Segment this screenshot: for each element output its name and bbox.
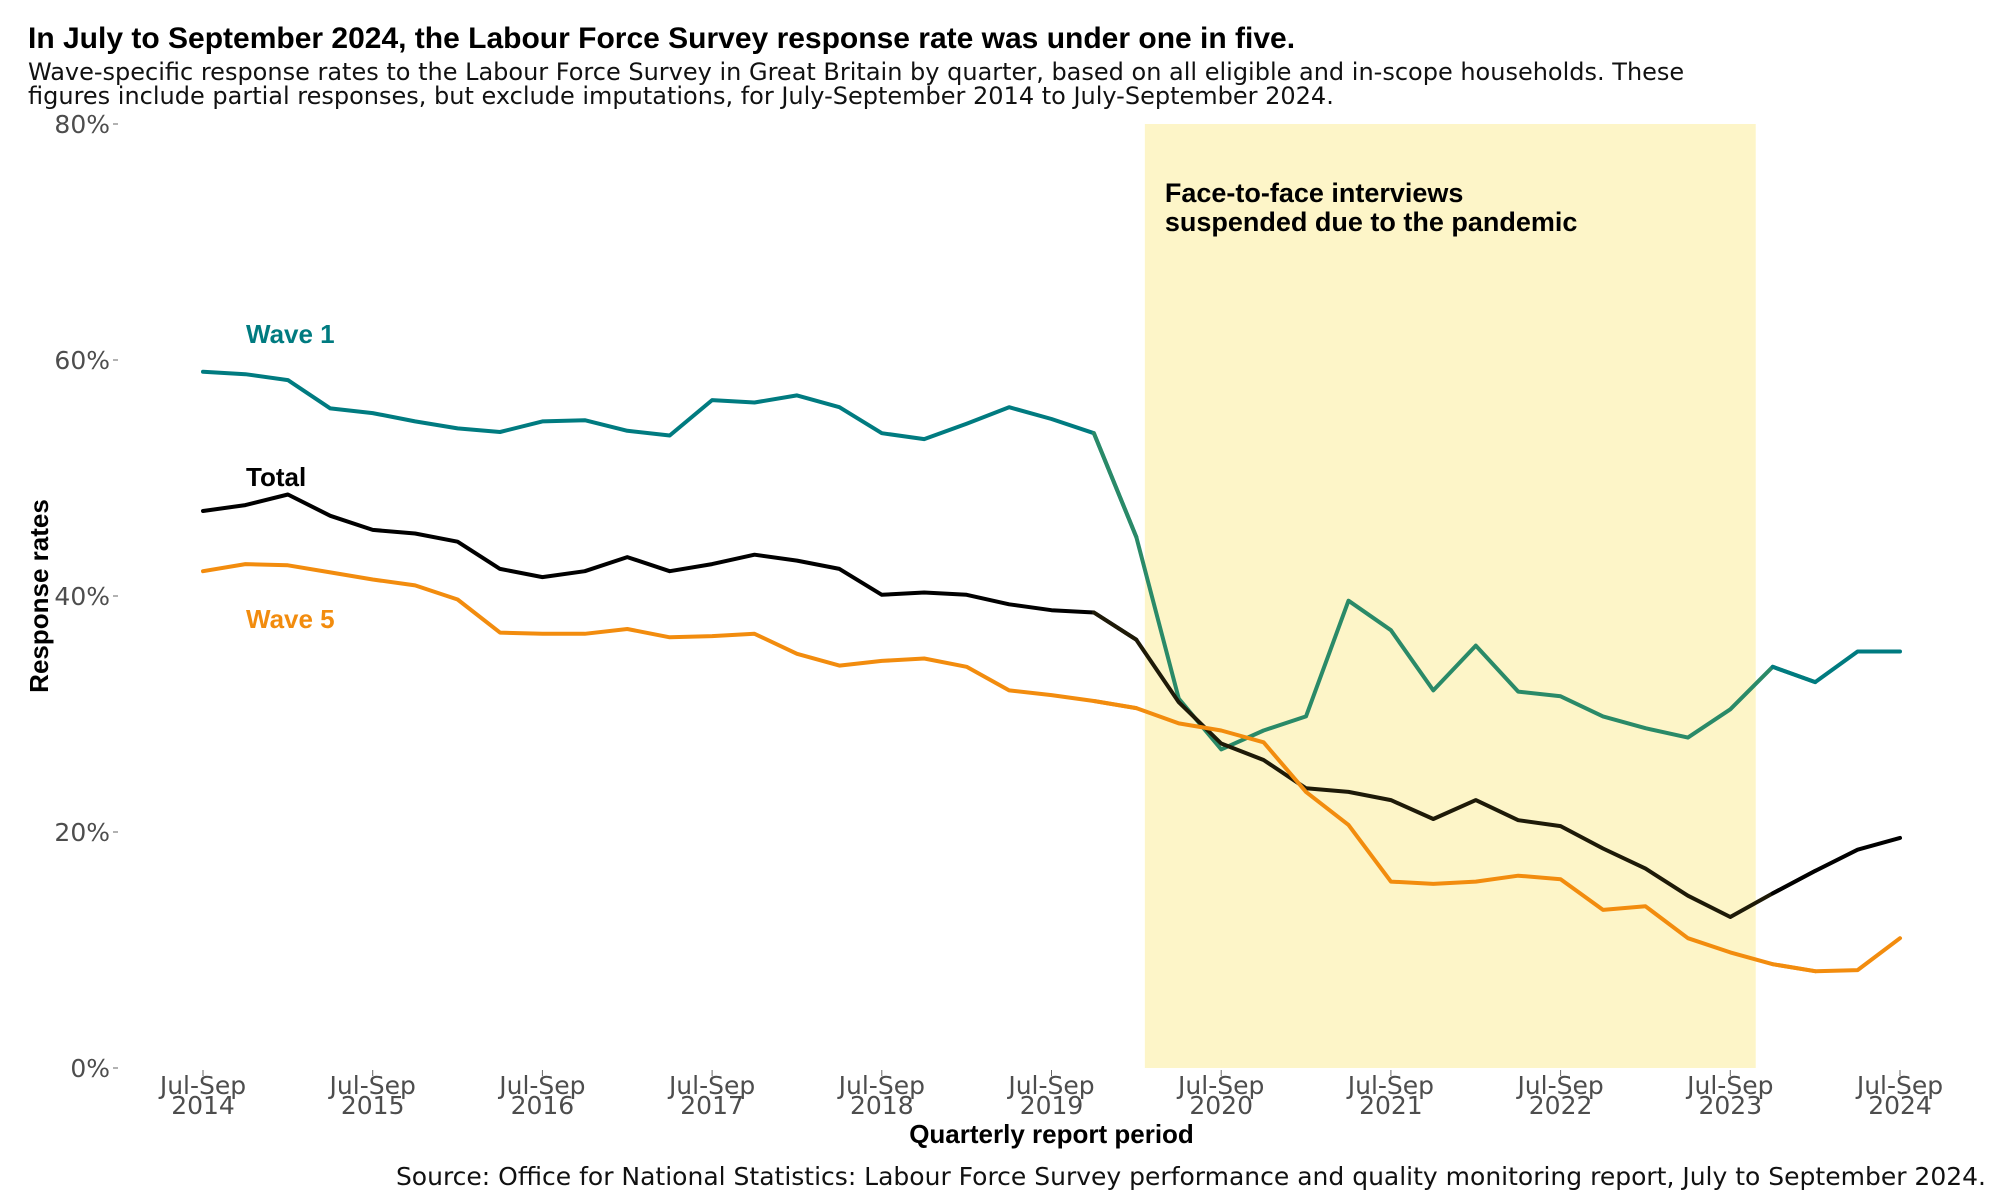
- x-tick-label-year: 2020: [1189, 1091, 1253, 1120]
- x-tick-label-year: 2021: [1359, 1091, 1423, 1120]
- series-label-total: Total: [246, 462, 306, 492]
- x-tick-label-period: Jul-Sep: [1685, 1071, 1773, 1100]
- x-tick-label-period: Jul-Sep: [1346, 1071, 1434, 1100]
- x-tick-label-year: 2014: [171, 1091, 235, 1120]
- chart-axes: 0%20%40%60%80%Jul-Sep2014Jul-Sep2015Jul-…: [24, 110, 1943, 1149]
- x-tick-label-period: Jul-Sep: [1006, 1071, 1094, 1100]
- series-label-wave5: Wave 5: [246, 604, 335, 634]
- x-axis-title: Quarterly report period: [909, 1119, 1194, 1149]
- x-tick-label-year: 2024: [1868, 1091, 1932, 1120]
- series-line-total: [201, 492, 1139, 642]
- y-tick-label: 80%: [54, 110, 110, 139]
- y-tick-label: 60%: [54, 346, 110, 375]
- x-tick-label-year: 2018: [850, 1091, 914, 1120]
- chart-labels: Wave 1 Total Wave 5: [246, 319, 335, 634]
- y-tick-label: 40%: [54, 582, 110, 611]
- series-line-total: [1091, 610, 1818, 919]
- x-tick-label-period: Jul-Sep: [837, 1071, 925, 1100]
- x-tick-label-year: 2022: [1529, 1091, 1593, 1120]
- shaded-region-label-line1: Face-to-face interviews: [1165, 178, 1464, 208]
- x-tick-label-period: Jul-Sep: [158, 1071, 246, 1100]
- series-line-wave5: [201, 562, 1139, 711]
- x-tick-label-year: 2015: [341, 1091, 405, 1120]
- chart-title: In July to September 2024, the Labour Fo…: [28, 22, 1296, 55]
- x-tick-label-year: 2017: [680, 1091, 744, 1120]
- series-line-wave1: [1091, 431, 1818, 752]
- shaded-region-label-line2: suspended due to the pandemic: [1165, 207, 1578, 237]
- chart-subtitle: Wave-specific response rates to the Labo…: [28, 58, 1685, 110]
- x-tick-label-year: 2019: [1020, 1091, 1084, 1120]
- source-note: Source: Office for National Statistics: …: [395, 1162, 1986, 1191]
- series-line-wave1: [1770, 649, 1902, 685]
- series-line-wave5: [1770, 936, 1902, 974]
- x-tick-label-year: 2023: [1698, 1091, 1762, 1120]
- shaded-region-rect: [1144, 124, 1756, 1068]
- x-tick-label-period: Jul-Sep: [497, 1071, 585, 1100]
- x-tick-label-period: Jul-Sep: [1855, 1071, 1943, 1100]
- x-tick-label-period: Jul-Sep: [1515, 1071, 1603, 1100]
- chart-series-lines: [201, 369, 1902, 974]
- series-line-wave5: [1091, 699, 1818, 974]
- series-label-wave1: Wave 1: [246, 319, 335, 349]
- y-tick-label: 0%: [70, 1054, 110, 1083]
- x-tick-label-period: Jul-Sep: [667, 1071, 755, 1100]
- x-tick-label-period: Jul-Sep: [1176, 1071, 1264, 1100]
- x-tick-label-period: Jul-Sep: [328, 1071, 416, 1100]
- x-tick-label-year: 2016: [511, 1091, 575, 1120]
- series-line-total: [1770, 835, 1902, 896]
- series-line-wave1: [201, 369, 1139, 539]
- y-tick-label: 20%: [54, 818, 110, 847]
- y-axis-title: Response rates: [24, 499, 54, 693]
